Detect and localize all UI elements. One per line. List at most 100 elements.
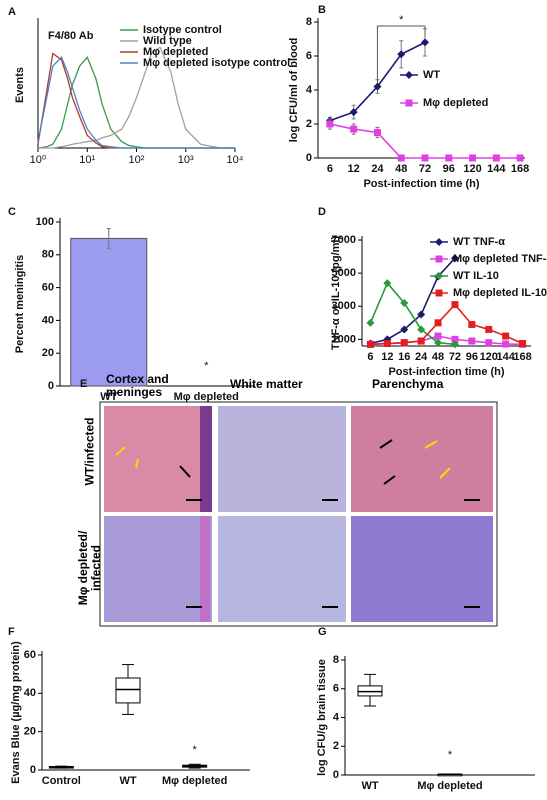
point xyxy=(450,254,459,263)
point xyxy=(383,279,392,288)
x-tick-label: 96 xyxy=(466,351,478,363)
legend-label: WT IL-10 xyxy=(453,270,499,282)
arrows xyxy=(115,439,451,485)
x-tick-label: WT xyxy=(361,780,378,792)
point xyxy=(373,129,381,136)
y-tick-label: 4 xyxy=(333,711,340,723)
x-tick-label: 144 xyxy=(496,351,515,363)
x-tick-label: WT xyxy=(119,775,136,787)
x-tick-label: 96 xyxy=(443,163,455,175)
x-tick-label: 48 xyxy=(432,351,444,363)
point xyxy=(445,154,453,162)
panel-label: A xyxy=(8,6,16,18)
y-tick-label: 40 xyxy=(24,687,36,699)
y-tick-label: 6 xyxy=(306,50,312,62)
x-tick-label: 72 xyxy=(449,351,461,363)
x-tick-label: WT xyxy=(100,391,117,403)
y-axis-title: log CFU/g brain tissue xyxy=(316,659,328,776)
point xyxy=(469,154,477,162)
column-header: Parenchyma xyxy=(372,377,444,391)
y-tick-label: 6 xyxy=(333,683,339,695)
y-axis-title: log CFU/ml of blood xyxy=(288,38,300,142)
point xyxy=(417,325,426,334)
histology-image xyxy=(218,516,346,622)
x-tick-label: 12 xyxy=(381,351,393,363)
point xyxy=(485,339,493,347)
y-tick-label: 5000 xyxy=(332,267,356,279)
axes xyxy=(317,18,525,159)
point xyxy=(434,319,442,327)
series-line xyxy=(37,56,235,149)
histology-image xyxy=(351,516,493,622)
significance-bracket xyxy=(376,25,426,82)
y-tick-label: 2 xyxy=(306,118,312,130)
point xyxy=(435,272,443,280)
annotation: * xyxy=(193,744,198,756)
y-tick-label: 0 xyxy=(48,380,54,392)
histology-image-edge xyxy=(200,406,212,512)
panel-e-frame xyxy=(99,401,498,627)
x-tick-label: Control xyxy=(42,775,81,787)
series-line xyxy=(38,46,235,149)
y-tick-label: 0 xyxy=(306,152,312,164)
histology-image xyxy=(351,406,493,512)
histology-image xyxy=(218,406,346,512)
x-tick-label: 120 xyxy=(480,351,498,363)
column-header: Cortex and meninges xyxy=(106,372,169,399)
legend-label: Mφ depleted xyxy=(423,97,488,109)
y-tick-label: 20 xyxy=(42,347,54,359)
x-tick-label: 168 xyxy=(511,163,529,175)
point xyxy=(468,320,476,328)
x-tick-label: 24 xyxy=(415,351,428,363)
point xyxy=(366,340,374,348)
x-tick-label: 10¹ xyxy=(79,154,95,166)
legend-label: Mφ depleted isotype control xyxy=(143,57,290,69)
x-tick-label: 6 xyxy=(367,351,373,363)
histology-image xyxy=(104,516,212,622)
y-tick-label: 80 xyxy=(42,249,54,261)
point xyxy=(350,125,358,133)
y-tick-label: 40 xyxy=(42,314,54,326)
panel-label: E xyxy=(80,378,87,390)
x-tick-label: 10² xyxy=(129,154,145,166)
x-tick-label: Mφ depleted xyxy=(162,775,227,787)
y-tick-label: 100 xyxy=(36,216,54,228)
x-tick-label: 12 xyxy=(348,163,360,175)
y-tick-label: 2 xyxy=(333,740,339,752)
axes xyxy=(344,656,535,776)
y-tick-label: 8 xyxy=(333,654,339,666)
point xyxy=(450,340,459,349)
point xyxy=(492,154,500,162)
x-tick-label: 48 xyxy=(395,163,407,175)
panel-label: G xyxy=(318,626,327,638)
x-tick-label: 10³ xyxy=(178,154,194,166)
y-tick-label: 4 xyxy=(306,84,313,96)
point xyxy=(435,289,443,297)
x-tick-label: 120 xyxy=(463,163,481,175)
y-tick-label: 1000 xyxy=(332,333,356,345)
point xyxy=(397,154,405,162)
axes xyxy=(41,651,250,771)
point xyxy=(349,108,358,117)
y-tick-label: 3000 xyxy=(332,300,356,312)
point xyxy=(435,255,443,263)
x-axis-title: Post-infection time (h) xyxy=(363,178,479,190)
legend-label: WT xyxy=(423,69,440,81)
y-tick-label: 8 xyxy=(306,16,312,28)
y-tick-label: 20 xyxy=(24,726,36,738)
box xyxy=(115,677,141,704)
y-tick-label: 60 xyxy=(42,282,54,294)
point xyxy=(417,337,425,345)
row-label: WT/infected xyxy=(82,417,97,486)
annotation: * xyxy=(204,360,209,372)
y-axis-title: Percent meningitis xyxy=(14,255,26,353)
point xyxy=(373,82,382,91)
point xyxy=(400,325,409,334)
x-tick-label: 10⁴ xyxy=(227,154,244,166)
series-line xyxy=(370,257,456,345)
x-tick-label: Mφ depleted xyxy=(417,780,482,792)
point xyxy=(519,340,527,348)
legend-label: Mφ depleted TNF-α xyxy=(453,253,547,265)
